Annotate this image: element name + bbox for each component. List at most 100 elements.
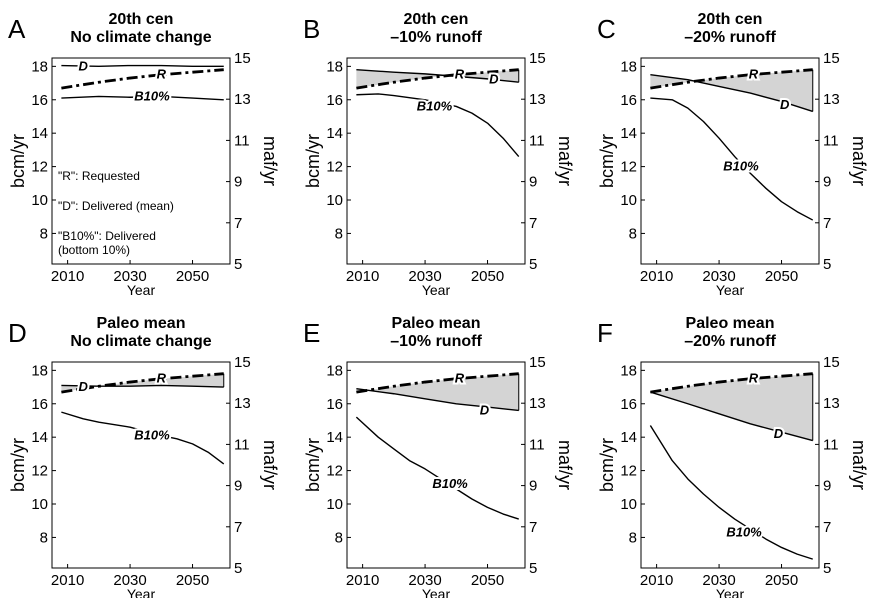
y-right-tick-label: 9: [823, 174, 831, 191]
x-axis-label: Year: [716, 282, 745, 298]
series-line-d: [356, 68, 519, 83]
y-right-tick-label: 13: [823, 395, 840, 412]
panel-b: B 20th cen–10% runoff R D B10% 8 10 12 14 16 18 5 7 9…: [303, 11, 575, 298]
series-line-d: [650, 74, 813, 113]
x-tick-label: 2050: [765, 572, 798, 589]
series-label: R: [157, 67, 167, 82]
y-right-tick-label: 7: [234, 215, 242, 232]
y-axis-label: bcm/yr: [303, 134, 323, 188]
series-label: B10%: [432, 476, 468, 491]
shortfall-area: [650, 373, 813, 441]
y-tick-label: 8: [40, 225, 48, 242]
y-right-tick-label: 9: [529, 174, 537, 191]
y-right-tick-label: 13: [234, 395, 251, 412]
series-line-r: [61, 372, 224, 394]
y-tick-label: 18: [31, 362, 48, 379]
series-line-b10pct: [650, 97, 814, 221]
y-tick-label: 10: [620, 496, 637, 513]
y-right-tick-label: 5: [234, 560, 242, 577]
x-tick-label: 2010: [51, 268, 84, 285]
y-right-tick-label: 5: [529, 256, 537, 273]
y-right-tick-label: 13: [234, 91, 251, 108]
x-axis-label: Year: [716, 586, 745, 598]
y-axis-label: bcm/yr: [8, 134, 28, 188]
series-line-b10pct: [355, 416, 519, 520]
x-axis-label: Year: [127, 282, 156, 298]
series-label: R: [749, 67, 759, 82]
y-tick-label: 18: [31, 58, 48, 75]
y-right-tick-label: 7: [823, 215, 831, 232]
y-tick-label: 12: [326, 463, 343, 480]
y-axis-right-label: maf/yr: [849, 136, 869, 186]
y-tick-label: 10: [31, 496, 48, 513]
panel-title-line: –20% runoff: [684, 333, 776, 350]
x-tick-label: 2010: [51, 572, 84, 589]
panel-letter: A: [8, 14, 26, 44]
panel-title-line: No climate change: [70, 333, 211, 350]
series-line-r: [356, 372, 519, 394]
series-label: R: [157, 371, 167, 386]
series-label: D: [780, 97, 790, 112]
y-tick-label: 8: [629, 225, 637, 242]
x-tick-label: 2050: [471, 268, 504, 285]
y-right-tick-label: 11: [823, 132, 839, 149]
y-axis-label: bcm/yr: [597, 438, 617, 492]
series-line-b10pct: [61, 95, 224, 101]
x-tick-label: 2030: [702, 572, 735, 589]
y-right-tick-label: 15: [823, 50, 840, 67]
y-tick-label: 18: [620, 362, 637, 379]
y-axis-right-label: maf/yr: [260, 440, 280, 490]
y-right-tick-label: 15: [529, 50, 546, 67]
legend-note: "R": Requested: [58, 169, 140, 183]
shortfall-area: [650, 69, 813, 112]
plot-frame: [640, 361, 820, 569]
series-line-r: [650, 372, 813, 394]
series-label: D: [480, 402, 490, 417]
y-tick-label: 10: [31, 192, 48, 209]
y-axis-right-label: maf/yr: [849, 440, 869, 490]
y-tick-label: 14: [620, 429, 637, 446]
plot-frame: [346, 57, 526, 265]
panel-letter: F: [597, 318, 613, 348]
series-label: B10%: [726, 524, 762, 539]
y-right-tick-label: 9: [234, 174, 242, 191]
y-tick-label: 8: [335, 529, 343, 546]
y-right-tick-label: 7: [234, 519, 242, 536]
panel-letter: D: [8, 318, 27, 348]
x-tick-label: 2050: [765, 268, 798, 285]
plot-frame: [51, 57, 231, 265]
y-right-tick-label: 13: [529, 91, 546, 108]
shortfall-area: [61, 373, 224, 393]
panel-title-line: 20th cen: [698, 11, 763, 28]
x-tick-label: 2030: [408, 268, 441, 285]
y-right-tick-label: 11: [823, 436, 839, 453]
y-right-tick-label: 15: [529, 354, 546, 371]
y-tick-label: 14: [31, 125, 48, 142]
y-tick-label: 16: [620, 396, 637, 413]
series-line-d: [650, 391, 813, 442]
y-right-tick-label: 7: [529, 519, 537, 536]
y-right-tick-label: 5: [529, 560, 537, 577]
panel-letter: E: [303, 318, 320, 348]
x-tick-label: 2010: [346, 268, 379, 285]
y-right-tick-label: 9: [234, 478, 242, 495]
series-line-r: [356, 68, 519, 90]
panel-title-line: 20th cen: [404, 11, 469, 28]
series-label: B10%: [723, 159, 759, 174]
x-axis-label: Year: [127, 586, 156, 598]
shortfall-area: [356, 69, 519, 89]
series-label: R: [455, 371, 465, 386]
panel-letter: B: [303, 14, 320, 44]
legend-note: "D": Delivered (mean): [58, 199, 174, 213]
y-tick-label: 16: [31, 92, 48, 109]
x-tick-label: 2050: [176, 572, 209, 589]
x-tick-label: 2050: [176, 268, 209, 285]
y-tick-label: 10: [620, 192, 637, 209]
y-right-tick-label: 9: [529, 478, 537, 495]
series-label: R: [749, 371, 759, 386]
y-axis-label: bcm/yr: [8, 438, 28, 492]
series-label: D: [489, 72, 499, 87]
panel-letter: C: [597, 14, 616, 44]
panel-c: C 20th cen–20% runoff R D B10% 8 10 12 14 16 18 5 7 9…: [597, 11, 869, 298]
panel-title-line: –10% runoff: [390, 29, 482, 46]
